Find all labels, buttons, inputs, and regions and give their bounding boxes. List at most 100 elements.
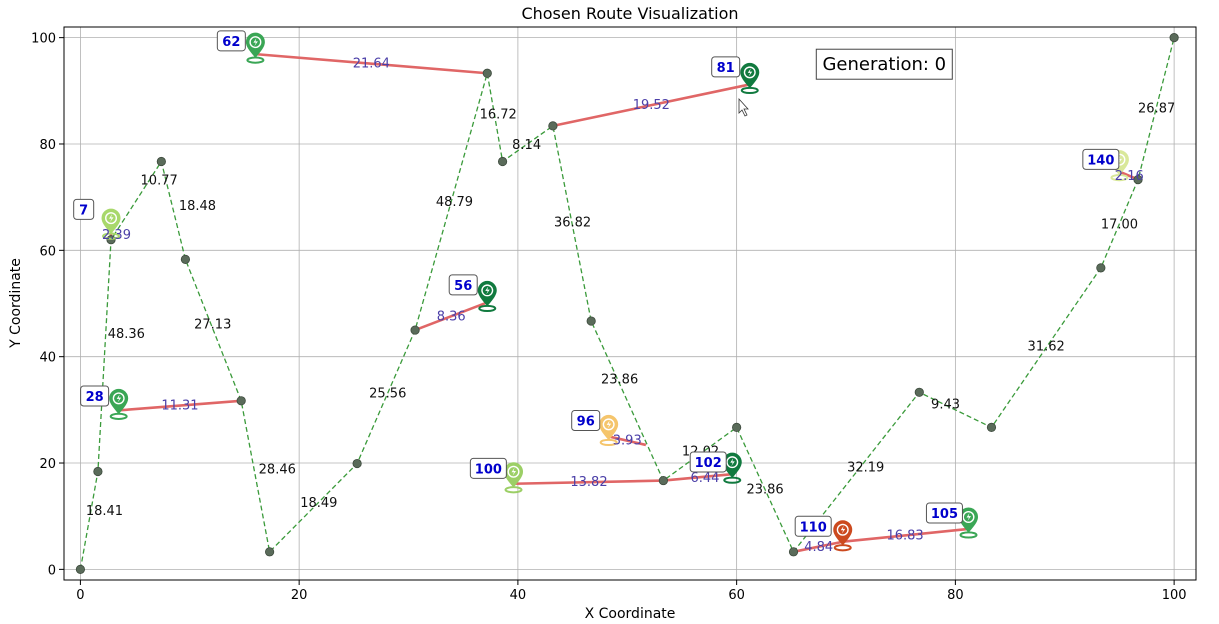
charging-station-icon — [245, 32, 265, 64]
detour-distance-label: 2.16 — [1115, 169, 1144, 184]
route-node — [352, 458, 362, 469]
x-tick-label: 40 — [510, 588, 527, 603]
detour-segment — [793, 540, 843, 554]
y-tick-label: 80 — [39, 138, 56, 153]
x-tick-label: 60 — [728, 588, 745, 603]
route-distance-label: 17.00 — [1101, 218, 1138, 233]
route-distance-label: 8.14 — [512, 138, 541, 153]
detour-segment — [842, 527, 969, 544]
route-node — [986, 422, 997, 432]
detour-distance-label: 6.44 — [690, 471, 719, 486]
detour-distance-label: 19.52 — [633, 98, 670, 113]
route-distance-label: 18.41 — [86, 504, 123, 519]
bolt-icon — [747, 68, 753, 77]
route-distance-label: 18.48 — [179, 199, 216, 214]
station-id-box — [571, 409, 601, 431]
detour-segment — [255, 52, 488, 75]
x-tick-label: 20 — [291, 588, 308, 603]
station-pin-ring — [602, 418, 615, 431]
station-id-badge: 100 — [469, 457, 507, 479]
station-id-label: 62 — [222, 35, 240, 50]
y-tick-label: 0 — [48, 563, 56, 578]
charging-station-icon — [504, 462, 524, 494]
charging-station-icon — [477, 280, 497, 313]
bolt-icon — [840, 525, 846, 534]
station-id-badge: 81 — [711, 56, 741, 78]
detour-segment — [663, 472, 733, 482]
bolt-icon — [116, 394, 122, 403]
detour-distance-label: 11.31 — [161, 399, 198, 414]
bolt-icon — [1117, 155, 1122, 164]
route-node — [548, 121, 558, 131]
route-node — [1133, 175, 1143, 185]
detour-segment — [552, 83, 751, 128]
station-id-box — [80, 385, 110, 407]
station-id-label: 28 — [86, 390, 104, 405]
detour-distance-label: 16.83 — [886, 528, 923, 543]
route-node — [236, 396, 246, 406]
route-distance-label: 32.19 — [847, 461, 884, 476]
route-distance-label: 25.56 — [369, 387, 406, 402]
y-axis-title: Y Coordinate — [8, 258, 24, 349]
generation-box — [815, 48, 953, 80]
station-id-box — [711, 56, 741, 78]
detour-segment — [513, 479, 664, 486]
station-id-box — [794, 515, 832, 537]
route-distance-label: 26.87 — [1138, 102, 1175, 117]
route-distance-label: 27.13 — [194, 317, 231, 332]
station-pin-ring — [105, 212, 118, 225]
route-distance-label: 10.77 — [141, 173, 178, 188]
bolt-icon — [730, 458, 735, 467]
station-id-label: 56 — [454, 279, 472, 294]
station-pin-ring — [112, 392, 125, 405]
bolt-icon — [966, 512, 972, 521]
station-id-badge: 96 — [571, 409, 601, 431]
mouse-cursor-icon — [738, 97, 749, 117]
detour-segment — [608, 435, 647, 447]
route-node — [410, 325, 420, 335]
route-node — [788, 547, 799, 557]
route-node — [265, 547, 275, 557]
station-id-label: 96 — [577, 414, 595, 429]
route-node — [93, 466, 103, 477]
station-id-badge: 28 — [80, 385, 110, 407]
x-axis-title: X Coordinate — [585, 606, 676, 622]
route-distance-label: 48.79 — [436, 195, 473, 210]
route-node — [586, 316, 596, 326]
station-pin-ring — [726, 456, 739, 469]
charging-station-icon — [722, 452, 742, 484]
detour-segment — [118, 399, 242, 412]
route-node — [732, 422, 742, 432]
station-pin-ring — [743, 66, 756, 79]
x-tick-label: 0 — [76, 588, 84, 603]
charging-station-icon — [109, 388, 129, 420]
station-id-label: 102 — [695, 456, 722, 471]
station-id-badge: 110 — [794, 515, 832, 537]
x-tick-label: 100 — [1162, 588, 1187, 603]
detour-distance-label: 3.93 — [613, 434, 642, 449]
station-id-badge: 102 — [689, 451, 727, 473]
station-id-label: 7 — [79, 203, 88, 218]
bolt-icon — [253, 38, 258, 47]
route-distance-label: 9.43 — [931, 397, 960, 412]
generation-label: Generation: 0 — [822, 54, 946, 75]
detour-distance-label: 21.64 — [353, 57, 390, 72]
station-id-box — [1082, 148, 1120, 170]
station-id-badge: 7 — [73, 198, 95, 220]
detour-distance-label: 8.36 — [437, 309, 466, 324]
station-id-badge: 140 — [1082, 148, 1120, 170]
station-id-badge: 105 — [925, 502, 963, 524]
charging-station-icon — [833, 520, 853, 552]
y-tick-label: 20 — [39, 457, 56, 472]
route-distance-label: 48.36 — [108, 327, 145, 342]
axes-frame — [63, 26, 1197, 581]
route-node — [1096, 263, 1106, 273]
route-distance-label: 28.46 — [259, 463, 296, 478]
station-pin-ring — [962, 510, 975, 523]
detour-distance-label: 13.82 — [570, 475, 607, 490]
bolt-icon — [109, 214, 114, 223]
station-id-box — [73, 198, 95, 220]
route-distance-label: 23.86 — [601, 372, 638, 387]
